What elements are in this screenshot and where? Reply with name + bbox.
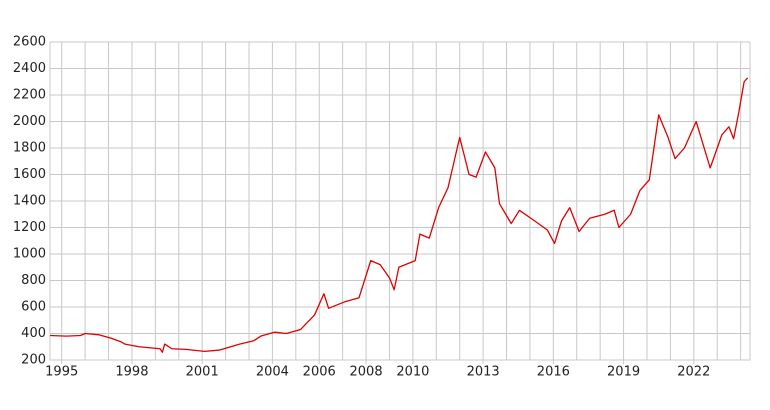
x-tick-label: 2004 bbox=[256, 365, 289, 380]
x-tick-label: 1995 bbox=[45, 365, 78, 380]
y-tick-label: 2400 bbox=[13, 61, 46, 76]
y-tick-label: 2000 bbox=[13, 114, 46, 129]
x-tick-label: 2010 bbox=[396, 365, 429, 380]
x-tick-label: 2016 bbox=[537, 365, 570, 380]
y-tick-label: 800 bbox=[21, 273, 46, 288]
y-tick-label: 1600 bbox=[13, 167, 46, 182]
x-tick-label: 2013 bbox=[467, 365, 500, 380]
y-tick-label: 1400 bbox=[13, 194, 46, 209]
x-tick-label: 1998 bbox=[115, 365, 148, 380]
x-tick-label: 2006 bbox=[303, 365, 336, 380]
y-tick-label: 400 bbox=[21, 326, 46, 341]
x-tick-label: 2001 bbox=[186, 365, 219, 380]
x-tick-label: 2019 bbox=[607, 365, 640, 380]
price-line bbox=[49, 77, 749, 353]
x-tick-label: 2022 bbox=[677, 365, 710, 380]
y-tick-label: 200 bbox=[21, 353, 46, 368]
y-tick-label: 2600 bbox=[13, 35, 46, 50]
y-tick-label: 600 bbox=[21, 300, 46, 315]
y-tick-label: 2200 bbox=[13, 88, 46, 103]
y-tick-label: 1000 bbox=[13, 247, 46, 262]
x-tick-label: 2008 bbox=[350, 365, 383, 380]
y-tick-label: 1200 bbox=[13, 220, 46, 235]
plot-frame bbox=[49, 41, 751, 361]
y-tick-label: 1800 bbox=[13, 141, 46, 156]
